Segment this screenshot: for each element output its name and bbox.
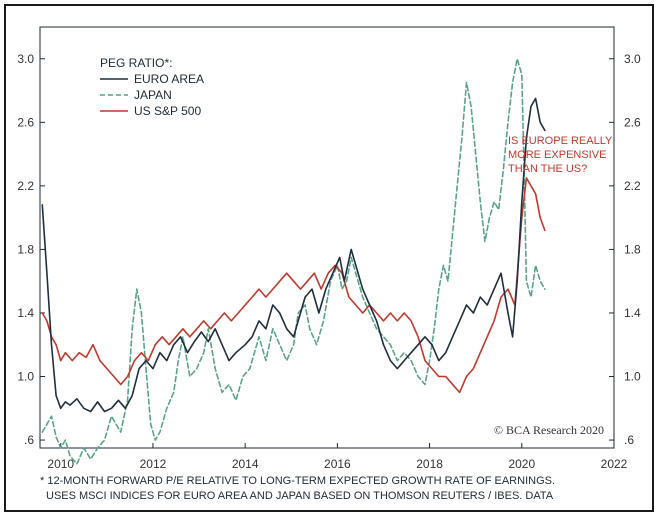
legend-title: PEG RATIO*: (100, 56, 172, 70)
legend-label-euro: EURO AREA (134, 72, 204, 86)
series-line-euro-area (41, 97, 546, 413)
y-tick-label-right-2p6: 2.6 (624, 115, 641, 129)
y-tick-label-right-1p0: 1.0 (624, 370, 641, 384)
chart-frame (4, 4, 654, 512)
footnote-line-1: * 12-MONTH FORWARD P/E RELATIVE TO LONG-… (40, 475, 555, 487)
y-tick-label-left-1p0: 1.0 (17, 370, 34, 384)
footnote-line-2: USES MSCI INDICES FOR EURO AREA AND JAPA… (46, 490, 554, 502)
y-tick-label-left-1p8: 1.8 (17, 242, 34, 256)
series-line-japan (41, 58, 546, 465)
y-tick-label-left-1p4: 1.4 (17, 306, 34, 320)
y-tick-label-right-1p4: 1.4 (624, 306, 641, 320)
y-tick-label-right-p6: .6 (624, 433, 634, 447)
x-tick-label-2022: 2022 (601, 457, 628, 471)
legend-label-us: US S&P 500 (134, 104, 201, 118)
series-lines (41, 58, 546, 465)
x-tick-label-2014: 2014 (232, 457, 259, 471)
y-tick-label-left-p6: .6 (24, 433, 34, 447)
x-tick-label-2016: 2016 (324, 457, 351, 471)
x-tick-label-2012: 2012 (140, 457, 167, 471)
series-line-us-s-p-500 (41, 177, 546, 394)
annotation-line-3: THAN THE US? (508, 163, 587, 175)
plot-area (39, 26, 615, 449)
annotation: IS EUROPE REALLY MORE EXPENSIVE THAN THE… (508, 135, 613, 175)
y-tick-label-left-3p0: 3.0 (17, 52, 34, 66)
x-tick-label-2020: 2020 (508, 457, 535, 471)
credit: © BCA Research 2020 (494, 423, 604, 437)
axes: .6 .6 1.0 1.0 1.4 1.4 1.8 1.8 2.2 2.2 2.6 2.6 3.0 3.0… (17, 52, 641, 471)
legend: PEG RATIO*: EURO AREA JAPAN US S&P 500 (100, 56, 204, 118)
x-tick-label-2010: 2010 (47, 457, 74, 471)
y-tick-label-right-2p2: 2.2 (624, 179, 641, 193)
annotation-line-2: MORE EXPENSIVE (508, 149, 606, 161)
y-tick-label-left-2p2: 2.2 (17, 179, 34, 193)
annotation-line-1: IS EUROPE REALLY (508, 135, 613, 147)
y-tick-label-right-1p8: 1.8 (624, 242, 641, 256)
legend-label-japan: JAPAN (134, 88, 172, 102)
y-tick-label-right-3p0: 3.0 (624, 52, 641, 66)
y-tick-label-left-2p6: 2.6 (17, 115, 34, 129)
x-tick-label-2018: 2018 (416, 457, 443, 471)
